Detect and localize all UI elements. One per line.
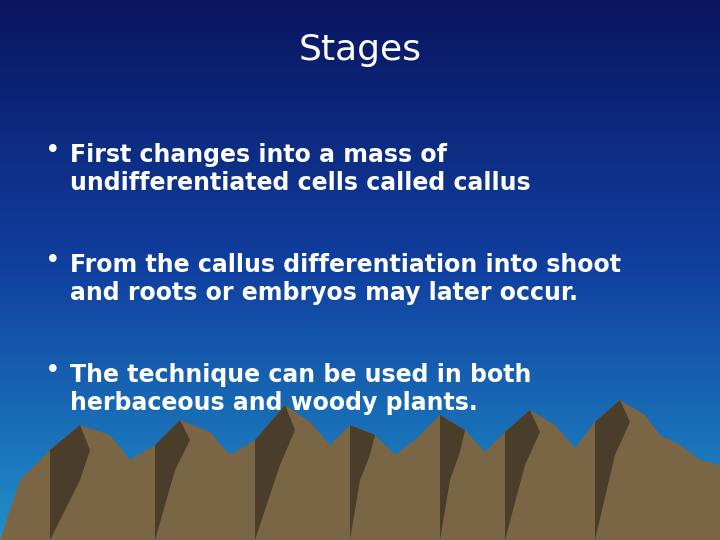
Text: •: • bbox=[45, 358, 60, 384]
Text: and roots or embryos may later occur.: and roots or embryos may later occur. bbox=[70, 281, 578, 305]
Text: undifferentiated cells called callus: undifferentiated cells called callus bbox=[70, 171, 531, 195]
Polygon shape bbox=[50, 425, 90, 540]
Polygon shape bbox=[350, 425, 375, 540]
Text: The technique can be used in both: The technique can be used in both bbox=[70, 363, 531, 387]
Text: First changes into a mass of: First changes into a mass of bbox=[70, 143, 447, 167]
Polygon shape bbox=[505, 410, 540, 540]
Polygon shape bbox=[440, 415, 465, 540]
Text: •: • bbox=[45, 138, 60, 164]
Polygon shape bbox=[155, 420, 190, 540]
Polygon shape bbox=[595, 400, 630, 540]
Text: From the callus differentiation into shoot: From the callus differentiation into sho… bbox=[70, 253, 621, 277]
Text: •: • bbox=[45, 248, 60, 274]
Text: herbaceous and woody plants.: herbaceous and woody plants. bbox=[70, 391, 478, 415]
Polygon shape bbox=[255, 405, 295, 540]
Polygon shape bbox=[0, 400, 720, 540]
Polygon shape bbox=[530, 490, 720, 540]
Text: Stages: Stages bbox=[299, 33, 421, 67]
